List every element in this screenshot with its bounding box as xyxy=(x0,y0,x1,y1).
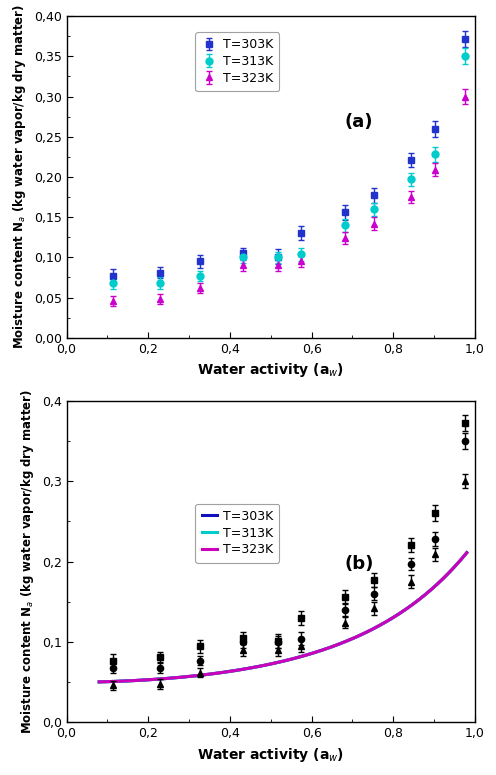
X-axis label: Water activity (a$_w$): Water activity (a$_w$) xyxy=(197,361,344,379)
Text: (a): (a) xyxy=(344,112,373,131)
X-axis label: Water activity (a$_w$): Water activity (a$_w$) xyxy=(197,746,344,764)
Y-axis label: Moisture content N$_a$ (kg water vapor/kg dry matter): Moisture content N$_a$ (kg water vapor/k… xyxy=(11,5,28,350)
Legend: T=303K, T=313K, T=323K: T=303K, T=313K, T=323K xyxy=(195,32,279,91)
Legend: T=303K, T=313K, T=323K: T=303K, T=313K, T=323K xyxy=(195,504,279,563)
Text: (b): (b) xyxy=(344,555,373,574)
Y-axis label: Moisture content N$_a$ (kg water vapor/kg dry matter): Moisture content N$_a$ (kg water vapor/k… xyxy=(19,389,36,734)
